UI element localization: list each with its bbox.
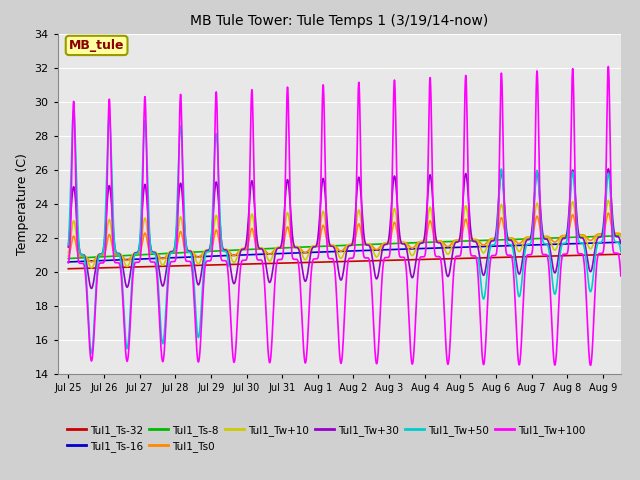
Y-axis label: Temperature (C): Temperature (C) [16, 153, 29, 255]
Text: MB_tule: MB_tule [69, 39, 124, 52]
Legend: Tul1_Ts-32, Tul1_Ts-16, Tul1_Ts-8, Tul1_Ts0, Tul1_Tw+10, Tul1_Tw+30, Tul1_Tw+50,: Tul1_Ts-32, Tul1_Ts-16, Tul1_Ts-8, Tul1_… [63, 420, 589, 456]
Title: MB Tule Tower: Tule Temps 1 (3/19/14-now): MB Tule Tower: Tule Temps 1 (3/19/14-now… [190, 14, 488, 28]
